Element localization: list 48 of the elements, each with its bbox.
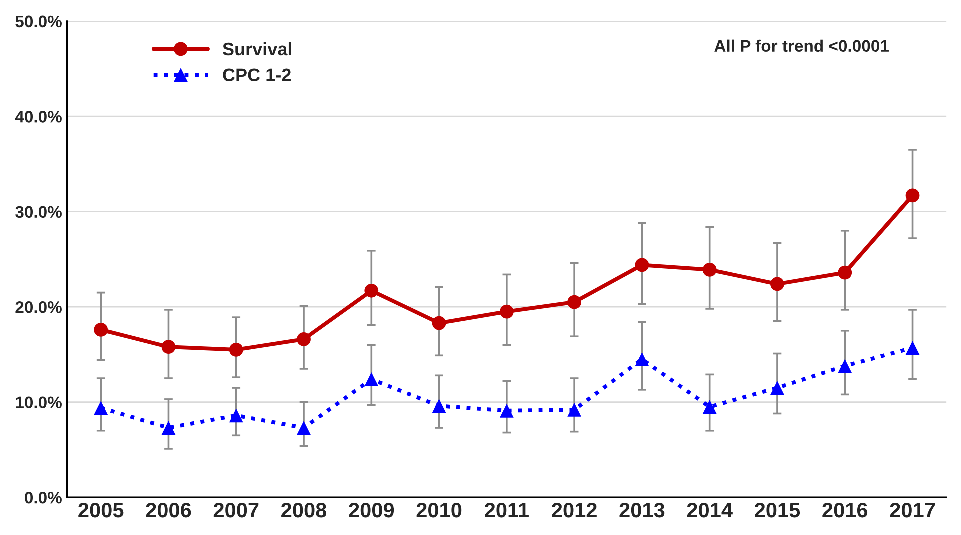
x-tick-label: 2012 [552, 502, 597, 518]
x-tick-label: 2011 [485, 502, 529, 518]
point [297, 421, 311, 435]
point [500, 404, 514, 418]
point [568, 295, 582, 310]
point [162, 340, 176, 354]
y-tick-label: 10.0% [16, 396, 62, 409]
x-tick-label: 2006 [146, 502, 192, 518]
point [94, 401, 108, 415]
y-tick-label: 40.0% [15, 111, 62, 123]
point [297, 332, 311, 346]
point [906, 188, 920, 203]
point [568, 402, 582, 417]
point [94, 323, 108, 337]
x-tick-label: 2009 [349, 502, 394, 518]
point [229, 343, 244, 357]
point [432, 316, 446, 330]
y-tick-label: 0.0% [25, 492, 62, 504]
point [770, 381, 784, 395]
x-tick-label: 2008 [282, 502, 327, 518]
point [635, 352, 650, 366]
point [906, 341, 920, 355]
point [500, 304, 514, 319]
x-tick-label: 2013 [620, 502, 665, 518]
x-tick-label: 2014 [687, 502, 733, 518]
point [702, 400, 717, 414]
point [364, 372, 379, 386]
x-tick-label: 2016 [822, 502, 868, 518]
y-tick-label: 20.0% [16, 301, 62, 314]
point [838, 266, 852, 280]
point [162, 421, 176, 435]
y-tick-label: 30.0% [16, 206, 62, 218]
annotation: All P for trend <0.0001 [714, 40, 889, 52]
x-tick-label: 2007 [214, 502, 259, 518]
x-tick-label: 2017 [890, 502, 936, 518]
point [432, 399, 446, 414]
x-tick-label: 2005 [78, 502, 124, 518]
x-tick-label: 2015 [755, 502, 800, 518]
point [770, 277, 784, 292]
point [635, 258, 650, 272]
y-tick-label: 50.0% [16, 16, 62, 28]
legend-label: Survival [222, 42, 292, 56]
legend-label: CPC 1-2 [223, 68, 291, 82]
point [838, 359, 852, 374]
point [702, 263, 717, 277]
point [229, 408, 244, 423]
point [364, 284, 379, 298]
x-tick-label: 2010 [416, 502, 462, 518]
